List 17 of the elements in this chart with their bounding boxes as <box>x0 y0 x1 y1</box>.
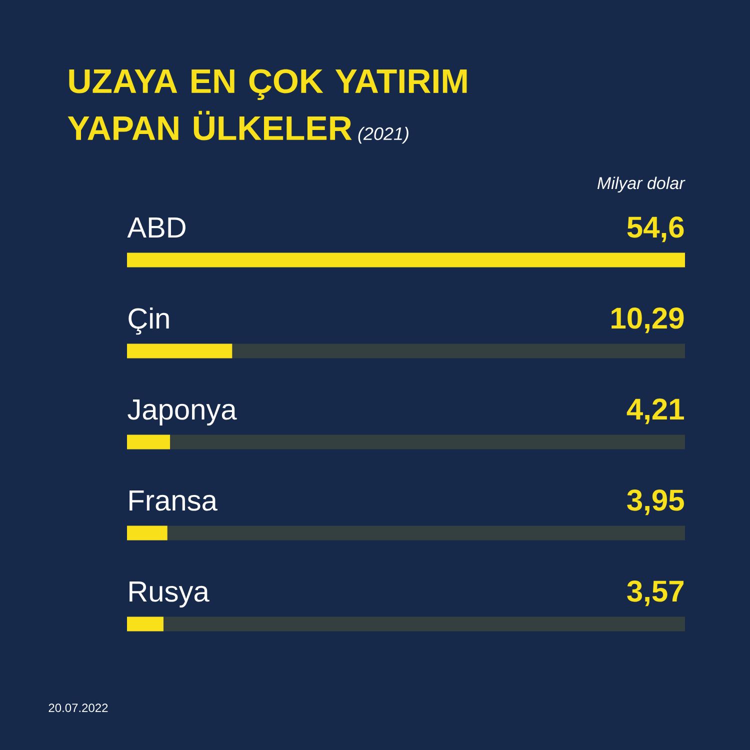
y-tick-label: ABD <box>127 218 186 238</box>
bar <box>127 434 170 450</box>
bar <box>127 344 232 358</box>
y-tick-label: Çin <box>128 307 169 335</box>
chart-subtitle: (2021) <box>358 126 408 144</box>
text: 20.07.2022 <box>48 704 108 712</box>
x-axis-title: Milyar dolar <box>597 176 686 193</box>
y-tick-label: Fransa <box>130 490 218 511</box>
y-tick-label: Japonya <box>128 400 237 426</box>
data-label: 54,6 <box>627 216 684 242</box>
data-label: 10,29 <box>612 308 684 334</box>
y-tick-label: Rusya <box>130 582 210 608</box>
bar <box>127 616 164 632</box>
bar <box>127 526 168 540</box>
data-label: 4,21 <box>626 398 684 424</box>
data-label: 3,95 <box>627 490 684 516</box>
data-label: 3,57 <box>627 580 684 606</box>
